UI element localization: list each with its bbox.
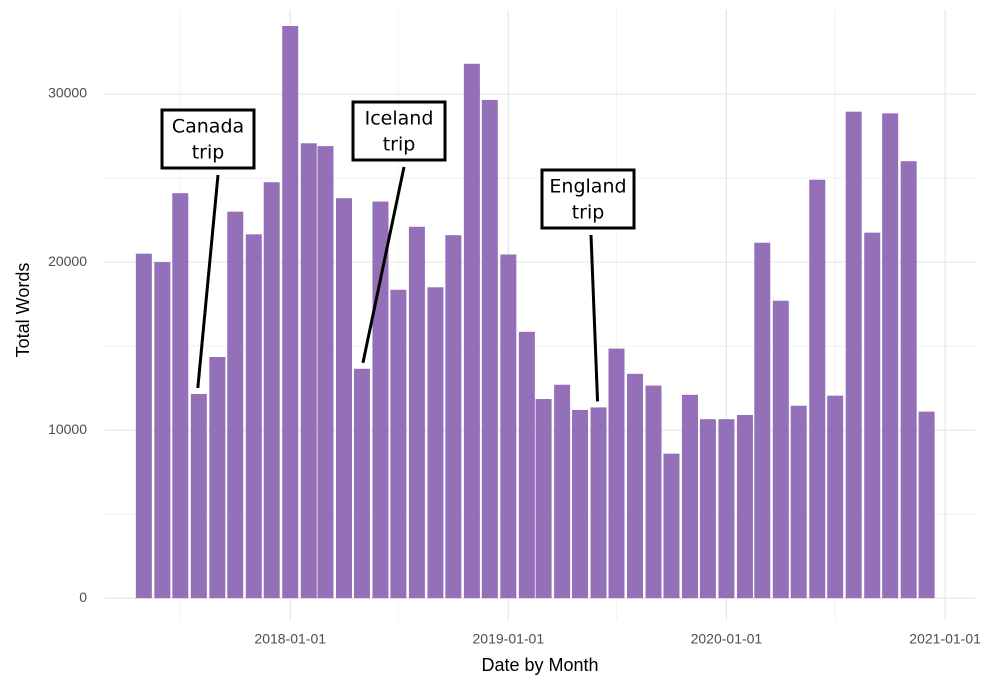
bar	[390, 289, 407, 599]
bar	[882, 113, 899, 599]
bar	[608, 348, 625, 599]
y-tick-label: 10000	[48, 421, 87, 437]
bar	[809, 179, 826, 599]
bar	[918, 411, 935, 599]
y-tick-label: 30000	[48, 85, 87, 101]
bar	[481, 99, 498, 599]
annotation-text: trip	[192, 142, 225, 164]
bar	[135, 253, 152, 599]
bar	[572, 409, 589, 599]
bar	[372, 201, 389, 599]
bar	[554, 384, 571, 599]
bar	[154, 262, 171, 599]
bar	[699, 419, 716, 599]
bar	[282, 25, 299, 599]
bar	[353, 368, 370, 599]
bar	[827, 395, 844, 599]
bar	[681, 394, 698, 599]
bar	[718, 419, 735, 599]
annotation-text: Iceland	[365, 108, 434, 130]
y-axis-title: Total Words	[13, 263, 33, 358]
annotation-leader	[589, 234, 600, 402]
bar	[590, 407, 607, 599]
bar	[463, 63, 480, 599]
bar	[317, 146, 334, 599]
annotation-leader	[361, 166, 406, 364]
bar	[209, 357, 226, 599]
bar	[772, 300, 789, 599]
annotation-box	[160, 108, 256, 170]
bar	[172, 193, 189, 599]
bar	[535, 399, 552, 599]
bar	[518, 331, 535, 599]
x-tick-label: 2020-01-01	[691, 631, 763, 647]
bar	[300, 143, 317, 599]
bar	[500, 254, 517, 599]
bar	[408, 226, 425, 599]
bar	[736, 414, 753, 599]
bar	[627, 373, 644, 599]
bar	[336, 198, 353, 599]
x-axis-title: Date by Month	[481, 655, 598, 675]
annotation-text: trip	[383, 134, 416, 156]
bar	[864, 232, 881, 599]
bar	[190, 393, 207, 599]
bar	[645, 385, 662, 599]
bar	[263, 182, 280, 599]
bar	[227, 211, 244, 599]
y-tick-label: 20000	[48, 253, 87, 269]
x-tick-label: 2021-01-01	[909, 631, 981, 647]
annotation-text: Canada	[172, 116, 244, 138]
bar	[790, 405, 807, 599]
bar	[663, 453, 680, 599]
x-tick-label: 2018-01-01	[254, 631, 326, 647]
bar	[845, 111, 862, 599]
annotation-box	[540, 168, 636, 230]
annotation-text: trip	[572, 202, 605, 224]
bar	[245, 234, 262, 599]
bar	[754, 242, 771, 599]
bar	[427, 287, 444, 599]
annotation-box	[351, 100, 447, 162]
x-tick-label: 2019-01-01	[473, 631, 545, 647]
bar	[900, 161, 917, 599]
annotation-text: England	[549, 176, 626, 198]
annotation-leader	[196, 174, 220, 389]
bar	[445, 235, 462, 599]
y-tick-label: 0	[79, 589, 87, 605]
